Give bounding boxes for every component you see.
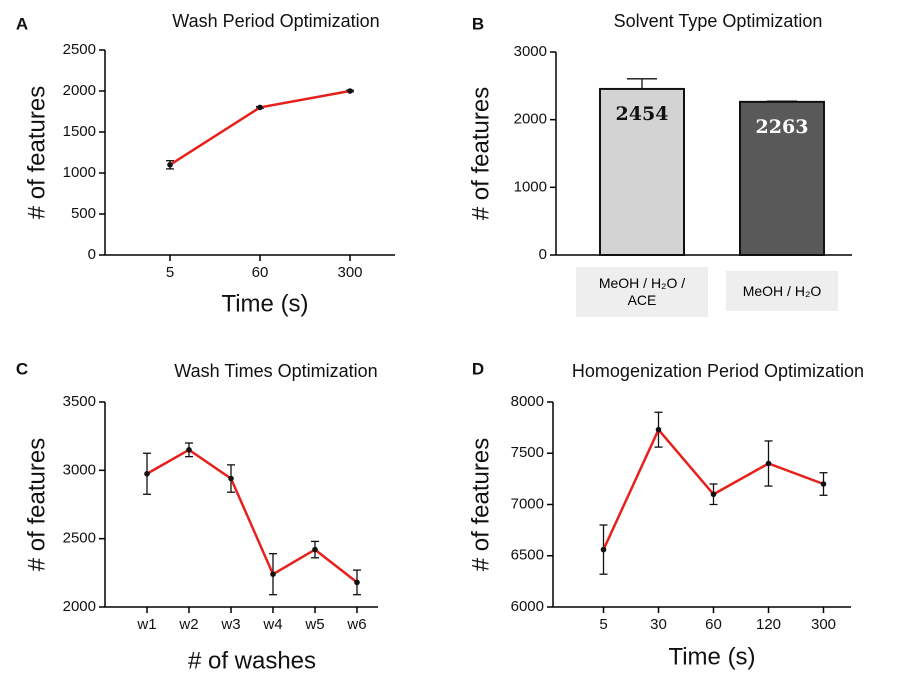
x-tick-label: 60 — [705, 616, 722, 633]
point — [270, 571, 276, 577]
y-tick-label: 0 — [88, 246, 96, 263]
x-tick-label: 300 — [811, 616, 836, 633]
x-tick-label: w6 — [346, 616, 366, 633]
y-tick-label: 2500 — [63, 41, 96, 58]
point — [228, 475, 234, 482]
point — [655, 426, 662, 433]
y-tick-label: 1000 — [63, 164, 96, 181]
line — [169, 89, 351, 166]
panel-label: A — [16, 14, 28, 33]
x-tick-label: w1 — [136, 616, 156, 633]
point — [710, 491, 717, 498]
y-tick-label: 0 — [539, 246, 547, 263]
panel-label: C — [16, 359, 28, 378]
y-tick-label: 1500 — [63, 123, 96, 140]
y-axis-label: # of features — [467, 87, 494, 220]
x-tick-label: w5 — [304, 616, 324, 633]
x-tick-label: 300 — [337, 264, 362, 281]
point — [600, 546, 607, 553]
y-axis-label: # of features — [23, 438, 50, 571]
category-box: MeOH / H₂O / ACE — [576, 267, 708, 317]
y-tick-label: 1000 — [514, 178, 547, 195]
x-tick-label: w4 — [262, 616, 282, 633]
bar — [599, 87, 685, 256]
point — [167, 162, 173, 168]
chart-title: Homogenization Period Optimization — [572, 361, 864, 381]
y-axis-label: # of features — [23, 86, 50, 219]
x-tick-label: MeOH / H₂O — [726, 271, 838, 311]
point — [312, 546, 318, 553]
y-tick-label: 6000 — [511, 598, 544, 615]
y-tick-label: 3000 — [63, 461, 96, 478]
x-tick-label: w3 — [220, 616, 240, 633]
y-tick-label: 3500 — [63, 393, 96, 410]
x-tick-label: w2 — [178, 616, 198, 633]
y-tick-label: 500 — [71, 205, 96, 222]
value-label: 2263 — [756, 116, 809, 138]
point — [186, 447, 192, 453]
x-tick-label: 120 — [756, 616, 781, 633]
panel-label: B — [472, 14, 484, 33]
y-axis-label: # of features — [467, 438, 494, 571]
chart-title: Solvent Type Optimization — [614, 11, 823, 31]
x-tick-label: 30 — [650, 616, 667, 633]
category-box: MeOH / H₂O — [726, 271, 838, 311]
line — [146, 448, 358, 584]
y-tick-label: 2500 — [63, 530, 96, 547]
point — [257, 104, 263, 111]
bar — [739, 100, 825, 256]
y-tick-label: 7500 — [511, 444, 544, 461]
x-tick-label: 5 — [166, 264, 174, 281]
point — [354, 579, 360, 586]
y-tick-label: 2000 — [63, 82, 96, 99]
panel-label: D — [472, 359, 484, 378]
y-tick-label: 2000 — [514, 111, 547, 128]
point — [144, 470, 150, 477]
chart-title: Wash Times Optimization — [174, 361, 377, 381]
x-axis-label: # of washes — [188, 647, 316, 674]
point — [347, 88, 353, 94]
chart-title: Wash Period Optimization — [172, 11, 379, 31]
value-label: 2454 — [616, 103, 669, 125]
x-tick-label: MeOH / H₂O / ACE — [576, 267, 708, 317]
point — [820, 481, 827, 487]
y-tick-label: 6500 — [511, 547, 544, 564]
point — [765, 460, 772, 467]
y-tick-label: 2000 — [63, 598, 96, 615]
y-tick-label: 8000 — [511, 393, 544, 410]
x-axis-label: Time (s) — [221, 290, 308, 317]
x-axis-label: Time (s) — [668, 643, 755, 670]
y-tick-label: 3000 — [514, 43, 547, 60]
x-tick-label: 60 — [252, 264, 269, 281]
x-tick-label: 5 — [599, 616, 607, 633]
y-tick-label: 7000 — [511, 495, 544, 512]
